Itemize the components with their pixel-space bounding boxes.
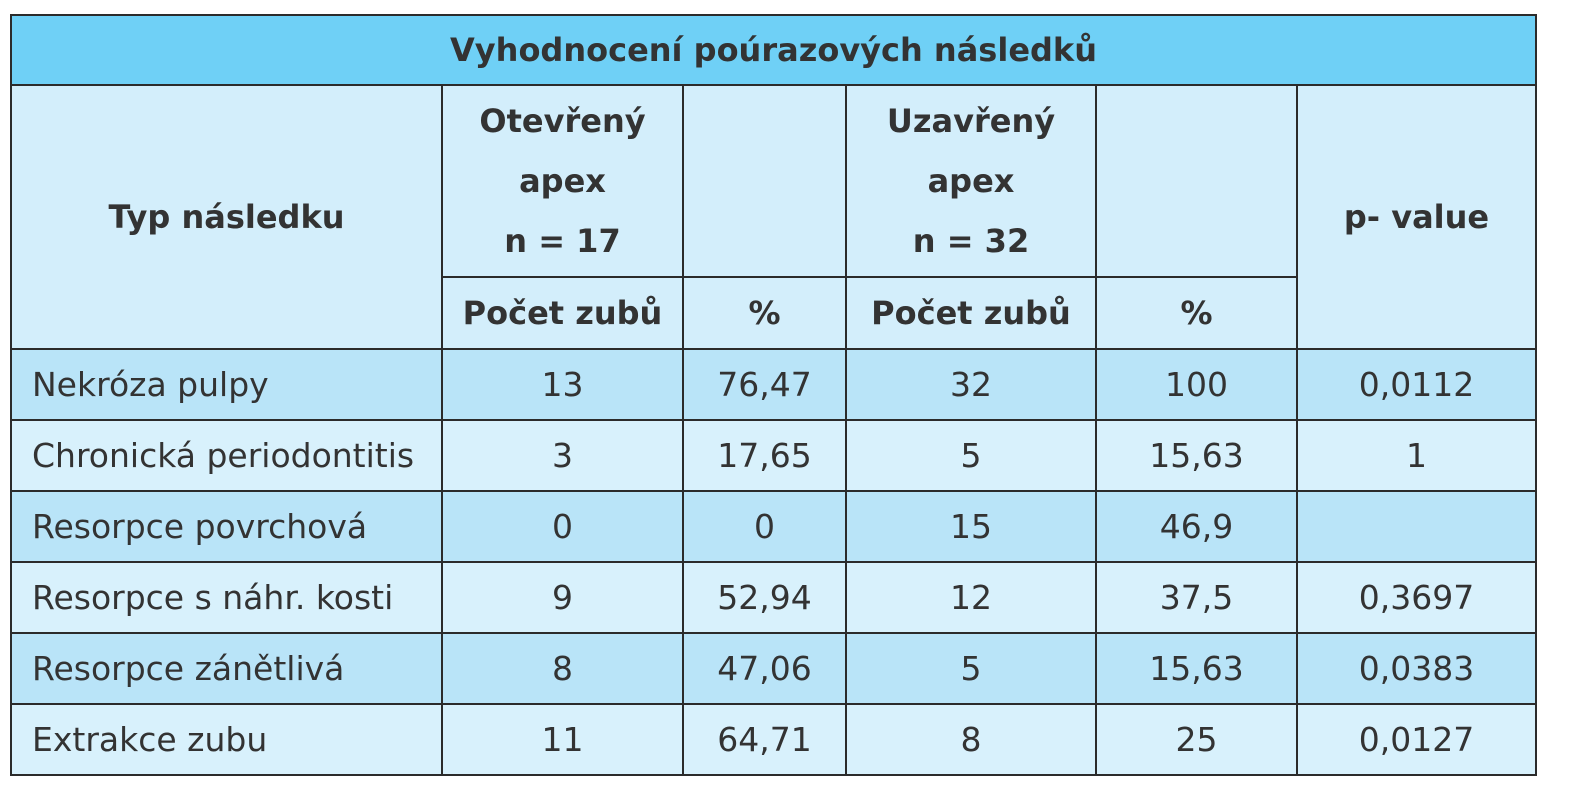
header-sub: % — [1095, 276, 1298, 350]
cell: 15 — [845, 490, 1097, 563]
row-label: Chronická periodontitis — [10, 419, 443, 492]
cell: 0,0127 — [1295, 703, 1538, 776]
cell: 37,5 — [1095, 561, 1298, 634]
header-line: n = 17 — [504, 222, 621, 260]
header-empty — [682, 84, 847, 278]
row-label: Resorpce povrchová — [10, 490, 443, 563]
cell: 46,9 — [1095, 490, 1298, 563]
row-label: Nekróza pulpy — [10, 348, 443, 421]
cell: 8 — [845, 703, 1097, 776]
table-body: Nekróza pulpy 13 76,47 32 100 0,0112 Chronická… — [10, 348, 1538, 776]
row-label: Extrakce zubu — [10, 703, 443, 776]
table-row: Resorpce zánětlivá 8 47,06 5 15,63 0,0383 — [10, 632, 1538, 705]
header-sub: % — [682, 276, 847, 350]
table-row: Extrakce zubu 11 64,71 8 25 0,0127 — [10, 703, 1538, 776]
header-line: Uzavřený — [886, 102, 1056, 140]
cell: 64,71 — [682, 703, 847, 776]
table-row: Resorpce s náhr. kosti 9 52,94 12 37,5 0,3697 — [10, 561, 1538, 634]
cell: 8 — [441, 632, 684, 705]
header-line: n = 32 — [912, 222, 1030, 260]
cell: 3 — [441, 419, 684, 492]
table-row: Resorpce povrchová 0 0 15 46,9 — [10, 490, 1538, 563]
header-line: apex — [519, 162, 606, 200]
cell: 15,63 — [1095, 632, 1298, 705]
cell: 17,65 — [682, 419, 847, 492]
cell: 1 — [1295, 419, 1538, 492]
cell: 5 — [845, 632, 1097, 705]
header-pvalue: p- value — [1295, 84, 1538, 350]
row-label: Resorpce zánětlivá — [10, 632, 443, 705]
cell: 11 — [441, 703, 684, 776]
row-label: Resorpce s náhr. kosti — [10, 561, 443, 634]
cell: 100 — [1095, 348, 1298, 421]
results-table: Vyhodnocení poúrazových následků Typ nás… — [9, 14, 1538, 776]
cell: 0,3697 — [1295, 561, 1538, 634]
cell: 9 — [441, 561, 684, 634]
cell: 12 — [845, 561, 1097, 634]
header-empty — [1095, 84, 1298, 278]
header-open: Otevřený apex n = 17 — [441, 84, 684, 278]
cell: 32 — [845, 348, 1097, 421]
cell: 0 — [441, 490, 684, 563]
header-sub: Počet zubů — [845, 276, 1097, 350]
cell: 0,0383 — [1295, 632, 1538, 705]
cell — [1295, 490, 1538, 563]
header-line: apex — [927, 162, 1015, 200]
cell: 0,0112 — [1295, 348, 1538, 421]
cell: 15,63 — [1095, 419, 1298, 492]
table-row: Nekróza pulpy 13 76,47 32 100 0,0112 — [10, 348, 1538, 421]
header-type: Typ následku — [10, 84, 443, 350]
cell: 13 — [441, 348, 684, 421]
cell: 52,94 — [682, 561, 847, 634]
header-sub: Počet zubů — [441, 276, 684, 350]
table-row: Chronická periodontitis 3 17,65 5 15,63 1 — [10, 419, 1538, 492]
cell: 76,47 — [682, 348, 847, 421]
cell: 0 — [682, 490, 847, 563]
cell: 25 — [1095, 703, 1298, 776]
header-line: Otevřený — [479, 102, 646, 140]
header-closed: Uzavřený apex n = 32 — [845, 84, 1097, 278]
table-title: Vyhodnocení poúrazových následků — [9, 14, 1538, 86]
cell: 47,06 — [682, 632, 847, 705]
cell: 5 — [845, 419, 1097, 492]
